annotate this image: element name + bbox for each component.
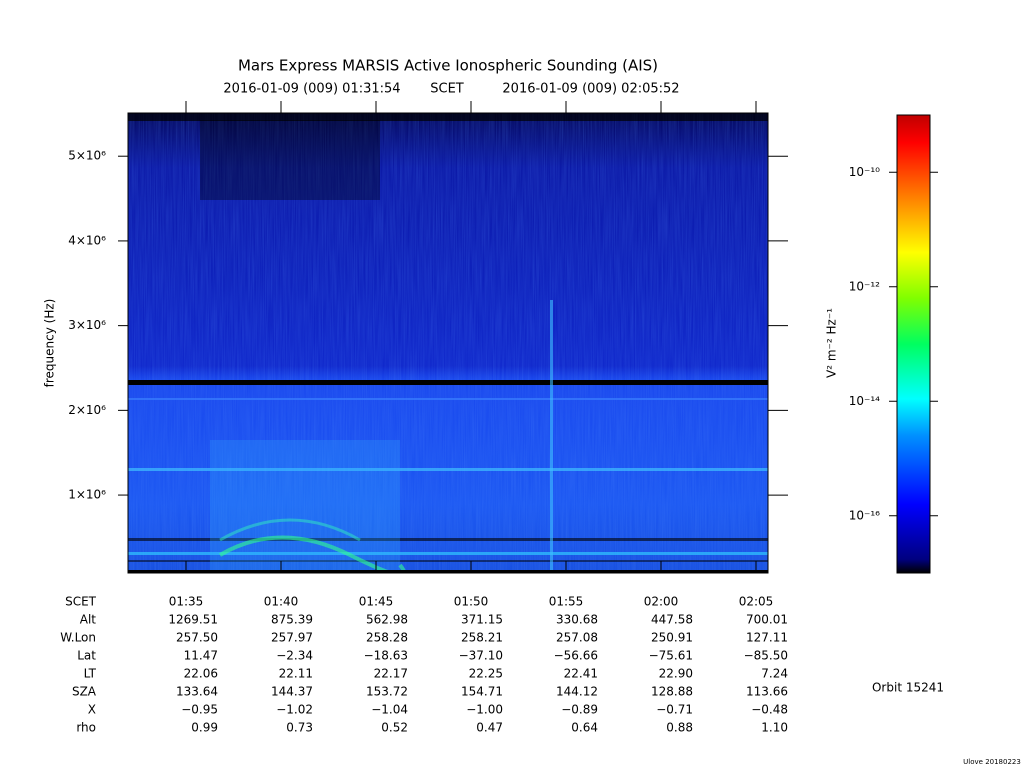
table-cell: 0.73 [286, 721, 313, 735]
table-cell: 447.58 [651, 613, 693, 627]
end-time: 2016-01-09 (009) 02:05:52 [502, 82, 679, 97]
row-label: Alt [80, 613, 97, 627]
row-label: X [88, 703, 96, 717]
y-tick-label: 4×10⁶ [68, 233, 106, 247]
colorbar [896, 114, 931, 574]
table-cell: −1.02 [276, 703, 313, 717]
table-cell: −0.48 [751, 703, 788, 717]
table-cell: 257.97 [271, 631, 313, 645]
table-cell: 1.10 [761, 721, 788, 735]
plot-frame [127, 112, 769, 574]
table-cell: −37.10 [459, 649, 503, 663]
y-tick-label: 1×10⁶ [68, 488, 106, 502]
table-cell: 128.88 [651, 685, 693, 699]
table-cell: 1269.51 [168, 613, 218, 627]
table-cell: −56.66 [554, 649, 598, 663]
table-cell: 113.66 [746, 685, 788, 699]
table-cell: 875.39 [271, 613, 313, 627]
colorbar-label: V² m⁻² Hz⁻¹ [825, 308, 839, 378]
spectrogram [128, 113, 768, 573]
start-time: 2016-01-09 (009) 01:31:54 [223, 82, 400, 97]
table-cell: 154.71 [461, 685, 503, 699]
table-cell: 258.21 [461, 631, 503, 645]
table-cell: 700.01 [746, 613, 788, 627]
x-tick-label: 01:55 [549, 595, 584, 609]
y-tick-label: 2×10⁶ [68, 403, 106, 417]
y-axis-label: frequency (Hz) [43, 299, 57, 388]
table-cell: −1.00 [466, 703, 503, 717]
table-cell: 22.90 [659, 667, 693, 681]
table-cell: 127.11 [746, 631, 788, 645]
table-cell: −18.63 [364, 649, 408, 663]
row-label: W.Lon [60, 631, 96, 645]
row-label: SCET [65, 595, 97, 609]
colorbar-tick-label: 10⁻¹⁶ [849, 508, 880, 522]
colorbar-tick-label: 10⁻¹² [849, 279, 880, 293]
table-cell: 11.47 [184, 649, 218, 663]
x-tick-label: 01:40 [264, 595, 299, 609]
table-cell: −0.71 [656, 703, 693, 717]
table-cell: 257.50 [176, 631, 218, 645]
time-system: SCET [430, 82, 464, 97]
colorbar-tick-label: 10⁻¹⁴ [849, 394, 880, 408]
table-cell: 7.24 [761, 667, 788, 681]
y-tick-label: 5×10⁶ [68, 149, 106, 163]
table-cell: −85.50 [744, 649, 788, 663]
table-cell: 257.08 [556, 631, 598, 645]
table-cell: 250.91 [651, 631, 693, 645]
x-tick-label: 01:50 [454, 595, 489, 609]
table-cell: 133.64 [176, 685, 218, 699]
table-cell: 330.68 [556, 613, 598, 627]
row-label: Lat [77, 649, 96, 663]
table-cell: 562.98 [366, 613, 408, 627]
table-cell: 0.64 [571, 721, 598, 735]
table-cell: 0.88 [666, 721, 693, 735]
table-cell: 22.17 [374, 667, 408, 681]
table-cell: −75.61 [649, 649, 693, 663]
table-cell: 144.12 [556, 685, 598, 699]
table-cell: 0.47 [476, 721, 503, 735]
table-cell: 22.11 [279, 667, 313, 681]
table-cell: 371.15 [461, 613, 503, 627]
table-cell: −0.89 [561, 703, 598, 717]
table-cell: 0.52 [381, 721, 408, 735]
table-cell: 144.37 [271, 685, 313, 699]
y-tick-label: 3×10⁶ [68, 318, 106, 332]
table-cell: 22.25 [469, 667, 503, 681]
row-label: rho [76, 721, 96, 735]
table-cell: 22.06 [184, 667, 218, 681]
x-tick-label: 02:05 [739, 595, 774, 609]
table-cell: −1.04 [371, 703, 408, 717]
table-cell: 258.28 [366, 631, 408, 645]
x-tick-label: 02:00 [644, 595, 679, 609]
x-tick-label: 01:45 [359, 595, 394, 609]
table-cell: 153.72 [366, 685, 408, 699]
table-cell: −0.95 [181, 703, 218, 717]
orbit-label: Orbit 15241 [872, 681, 944, 695]
table-cell: 0.99 [191, 721, 218, 735]
row-label: SZA [72, 685, 97, 699]
chart-title: Mars Express MARSIS Active Ionospheric S… [238, 57, 658, 75]
table-cell: 22.41 [564, 667, 598, 681]
footer: Ulove 20180223 [963, 758, 1021, 766]
colorbar-tick-label: 10⁻¹⁰ [849, 165, 880, 179]
table-cell: −2.34 [276, 649, 313, 663]
row-label: LT [84, 667, 97, 681]
x-tick-label: 01:35 [169, 595, 204, 609]
